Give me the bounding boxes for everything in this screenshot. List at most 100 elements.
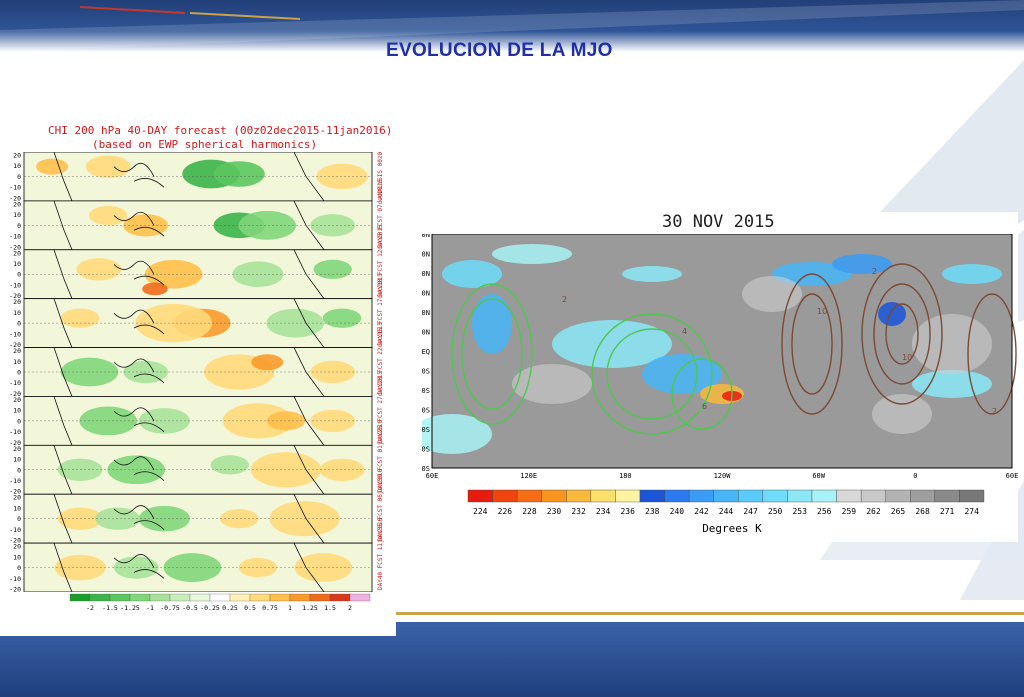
panel-label: DAY15 FCST 17dec2015	[377, 273, 384, 346]
y-tick-label: -10	[9, 379, 21, 387]
continent-outline	[53, 200, 325, 251]
colorbar-label: 238	[645, 507, 660, 516]
green-contour	[671, 358, 733, 430]
chi-anomaly-blob	[60, 308, 100, 328]
cold-cloud-region	[942, 264, 1002, 284]
chi-anomaly-blob	[85, 155, 131, 178]
lat-label: 30N	[422, 290, 430, 298]
panel-label: DAY30 FCST 01jan2016	[377, 420, 384, 493]
y-tick-label: 20	[13, 494, 21, 502]
chi-anomaly-blob	[219, 509, 259, 529]
colorbar-label: 234	[596, 507, 611, 516]
chi-anomaly-blob	[251, 354, 284, 371]
y-tick-label: -10	[9, 526, 21, 534]
lon-label: 120W	[714, 472, 732, 480]
chi-anomaly-blob	[76, 258, 122, 281]
colorbar-swatch	[566, 489, 592, 503]
cold-cloud-region	[492, 244, 572, 264]
y-tick-label: 20	[13, 347, 21, 355]
contour-label: 4	[682, 327, 687, 336]
colorbar-swatch	[269, 593, 291, 602]
colorbar-label: -0.25	[200, 604, 220, 612]
colorbar-swatch	[69, 593, 91, 602]
colorbar-swatch	[289, 593, 311, 602]
y-tick-label: -20	[9, 341, 21, 349]
y-tick-label: -20	[9, 194, 21, 202]
colorbar-label: 0.75	[262, 604, 278, 612]
lon-label: 60W	[812, 472, 825, 480]
colorbar-swatch	[615, 489, 641, 503]
chi200-subtitle: (based on EWP spherical harmonics)	[92, 138, 318, 151]
brown-contour	[885, 303, 919, 365]
y-tick-label: -10	[9, 330, 21, 338]
continent-outline	[53, 298, 325, 348]
colorbar-label: -1.5	[102, 604, 118, 612]
brown-contour	[967, 293, 1017, 415]
continent-outline	[53, 347, 325, 397]
chi200-panel: 20 10 0 -10 -20 DAY5 FCST 07dec2015	[9, 179, 384, 252]
map-frame	[431, 234, 1013, 469]
continent-outline	[53, 445, 325, 495]
y-tick-label: 10	[13, 309, 21, 317]
cold-cloud-region	[832, 254, 892, 274]
colorbar-label: -1.25	[120, 604, 140, 612]
y-tick-label: -20	[9, 390, 21, 398]
y-tick-label: -10	[9, 428, 21, 436]
colorbar-swatch	[149, 593, 171, 602]
warm-surface-region	[742, 276, 802, 312]
colorbar-swatch	[349, 593, 371, 602]
colorbar-label: 232	[571, 507, 586, 516]
colorbar-label: 1.5	[324, 604, 336, 612]
colorbar-label: 1	[288, 604, 292, 612]
colorbar-label: -0.5	[182, 604, 198, 612]
continent-outline	[53, 396, 325, 446]
y-tick-label: -20	[9, 243, 21, 251]
cold-cloud-region	[622, 266, 682, 282]
cold-cloud-region	[442, 260, 502, 288]
panel-label: DAY25 FCST 27dec2015	[377, 371, 384, 444]
y-tick-label: 10	[13, 358, 21, 366]
colorbar-swatch	[109, 593, 131, 602]
chi200-panel-stack: 20 10 0 -10 -20 ANALYSIS 00z02dec2015 20 10 0 -10…	[9, 152, 384, 592]
colorbar-label: 271	[940, 507, 955, 516]
chi200-panel: 20 10 0 -10 -20 DAY40 FCST 11jan2016	[9, 517, 384, 592]
y-tick-label: 10	[13, 456, 21, 464]
green-contour	[451, 283, 533, 425]
lon-label: 0	[913, 472, 917, 480]
colorbar-swatch	[467, 489, 493, 503]
chi-anomaly-blob	[88, 205, 128, 226]
lon-label: 120E	[520, 472, 537, 480]
colorbar-swatch	[885, 489, 911, 503]
colorbar-label: 259	[842, 507, 857, 516]
y-tick-label: -10	[9, 575, 21, 583]
colorbar-label: -1	[146, 604, 154, 612]
y-tick-label: -10	[9, 281, 21, 289]
y-tick-label: 10	[13, 211, 21, 219]
y-tick-label: 10	[13, 162, 21, 170]
y-tick-label: 0	[17, 173, 21, 181]
lat-label: EQ	[422, 348, 430, 356]
colorbar-swatch	[492, 489, 518, 503]
lon-label: 60E	[426, 472, 439, 480]
colorbar-swatch	[129, 593, 151, 602]
y-tick-label: -20	[9, 439, 21, 447]
contour-label: 2	[562, 295, 567, 304]
colorbar-label: 228	[522, 507, 537, 516]
chi-anomaly-blob	[142, 282, 168, 296]
panel-label: DAY10 FCST 12dec2015	[377, 224, 384, 297]
y-tick-label: 10	[13, 407, 21, 415]
lat-label: 50N	[422, 251, 430, 259]
cold-cloud-region	[552, 320, 672, 368]
y-tick-label: 10	[13, 553, 21, 561]
panel-label: ANALYSIS 00z02dec2015	[377, 152, 384, 199]
colorbar-swatch	[787, 489, 813, 503]
y-tick-label: 0	[17, 466, 21, 474]
brown-contour	[781, 273, 843, 415]
y-tick-label: 20	[13, 249, 21, 257]
cold-cloud-region	[878, 302, 906, 326]
colorbar-label: 262	[866, 507, 881, 516]
colorbar-swatch	[209, 593, 231, 602]
chi-anomaly-blob	[238, 210, 297, 240]
continent-outline	[53, 542, 325, 592]
lat-label: 10S	[422, 368, 430, 376]
